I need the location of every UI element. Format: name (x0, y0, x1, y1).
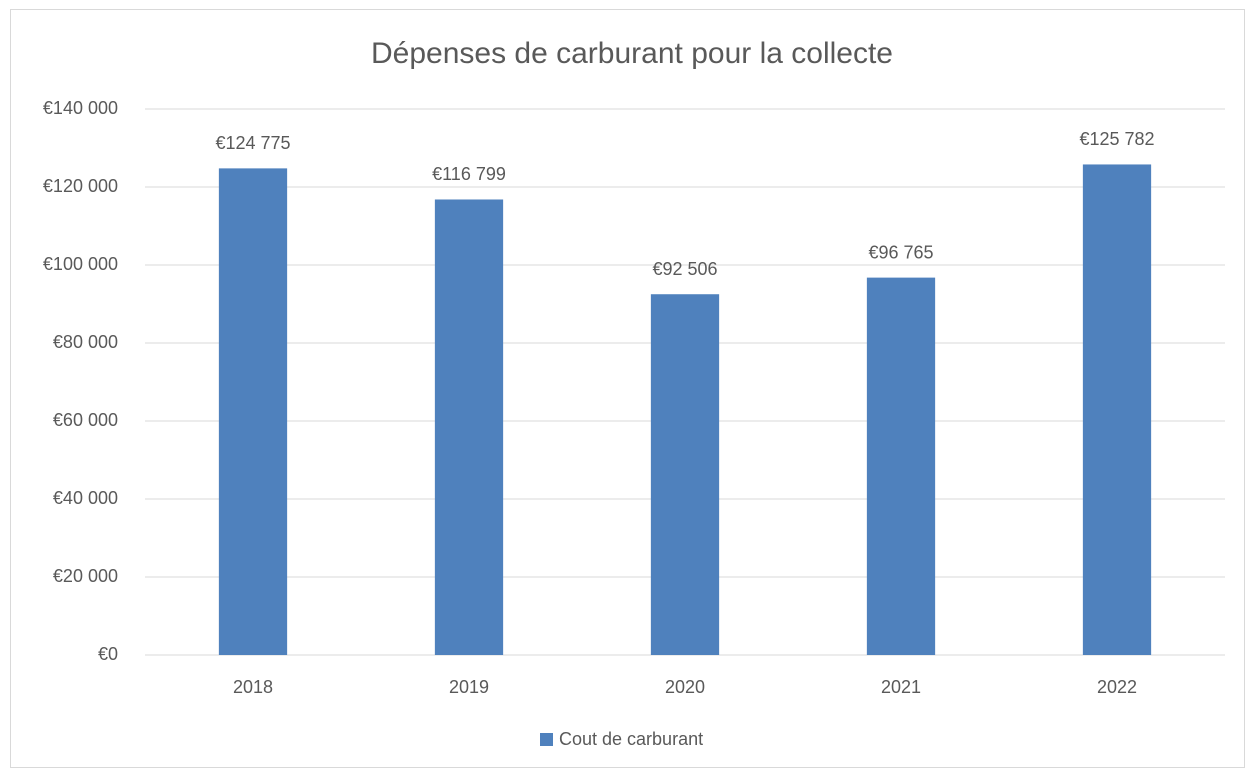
x-tick-label: 2019 (449, 677, 489, 697)
y-tick-label: €0 (98, 644, 118, 664)
x-tick-label: 2022 (1097, 677, 1137, 697)
data-label: €116 799 (432, 164, 506, 184)
y-tick-label: €60 000 (53, 410, 118, 430)
y-tick-label: €100 000 (43, 254, 118, 274)
y-tick-label: €80 000 (53, 332, 118, 352)
legend-label: Cout de carburant (559, 729, 703, 749)
data-label: €125 782 (1079, 129, 1154, 149)
y-tick-label: €120 000 (43, 176, 118, 196)
x-tick-label: 2021 (881, 677, 921, 697)
chart-border (10, 9, 1245, 768)
bar (1082, 164, 1152, 655)
data-label: €92 506 (652, 259, 717, 279)
bar (434, 199, 504, 656)
x-tick-label: 2020 (665, 677, 705, 697)
y-tick-label: €20 000 (53, 566, 118, 586)
bar (650, 294, 720, 655)
bar (866, 277, 936, 655)
data-label: €124 775 (215, 133, 290, 153)
y-tick-label: €40 000 (53, 488, 118, 508)
legend-swatch (540, 733, 553, 746)
bar (218, 168, 288, 655)
x-tick-label: 2018 (233, 677, 273, 697)
data-label: €96 765 (868, 242, 933, 262)
chart-title: Dépenses de carburant pour la collecte (371, 37, 893, 70)
y-tick-label: €140 000 (43, 98, 118, 118)
